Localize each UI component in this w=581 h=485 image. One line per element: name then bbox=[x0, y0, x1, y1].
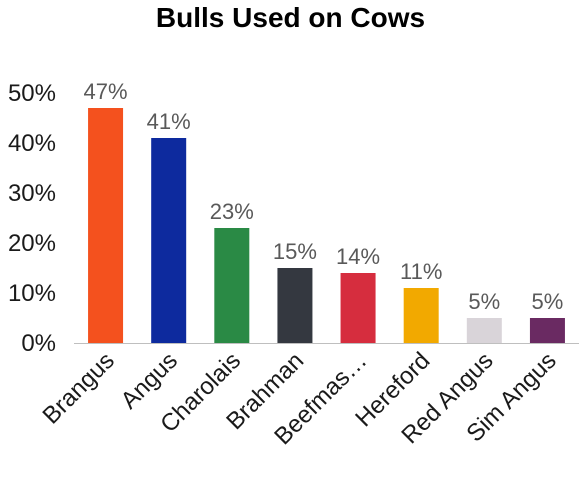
data-label: 15% bbox=[273, 239, 317, 264]
bar bbox=[151, 138, 187, 343]
bar bbox=[88, 108, 124, 343]
data-label: 41% bbox=[147, 109, 191, 134]
bar bbox=[529, 318, 565, 343]
data-label: 14% bbox=[336, 244, 380, 269]
y-tick-label: 50% bbox=[8, 80, 56, 107]
data-label: 5% bbox=[532, 289, 564, 314]
bar bbox=[340, 273, 376, 343]
chart-title: Bulls Used on Cows bbox=[155, 2, 426, 33]
y-tick-label: 20% bbox=[8, 230, 56, 257]
bar bbox=[403, 288, 439, 343]
x-tick-label: Brangus bbox=[38, 347, 120, 429]
y-tick-label: 30% bbox=[8, 180, 56, 207]
data-label: 47% bbox=[84, 79, 128, 104]
data-label: 5% bbox=[468, 289, 500, 314]
data-label: 11% bbox=[400, 259, 442, 284]
y-tick-label: 10% bbox=[8, 280, 56, 307]
y-tick-label: 0% bbox=[21, 330, 56, 357]
y-tick-label: 40% bbox=[8, 130, 56, 157]
bar bbox=[466, 318, 502, 343]
bar bbox=[277, 268, 313, 343]
data-label: 23% bbox=[210, 199, 254, 224]
bar bbox=[214, 228, 250, 343]
